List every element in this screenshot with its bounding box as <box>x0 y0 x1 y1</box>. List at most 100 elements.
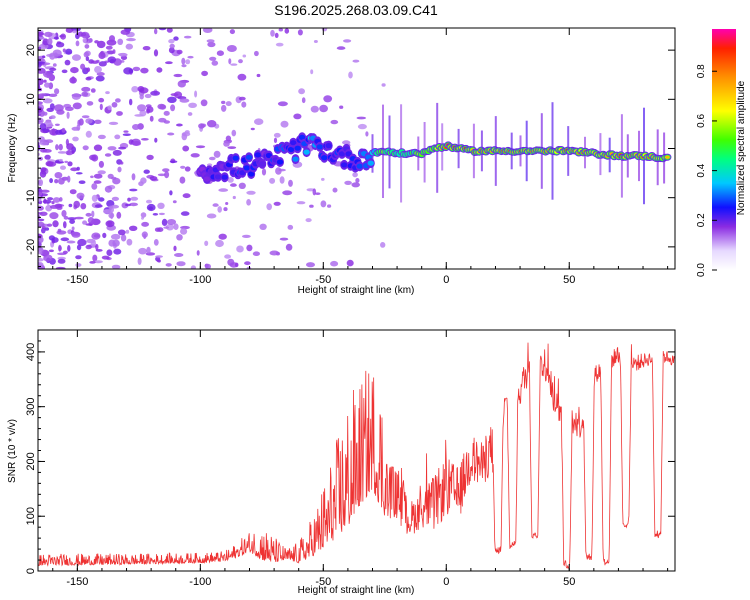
noise-blob <box>51 128 56 136</box>
noise-blob <box>96 40 106 49</box>
noise-blob <box>163 110 170 116</box>
noise-blob <box>177 80 186 88</box>
noise-blob <box>55 129 63 135</box>
noise-blob <box>141 221 150 227</box>
noise-blob <box>96 59 100 63</box>
noise-blob <box>110 204 120 209</box>
noise-blob <box>157 173 166 177</box>
snr-x-ticks: -150 -100 -50 0 50 <box>52 330 669 588</box>
y-tick-label: 200 <box>25 452 37 470</box>
noise-blob <box>225 101 232 107</box>
noise-blob <box>40 167 47 172</box>
noise-blob <box>215 239 224 248</box>
snr-x-label: Height of straight line (km) <box>298 585 415 596</box>
noise-blob <box>54 88 60 95</box>
noise-blob <box>72 102 82 110</box>
noise-blob <box>201 70 209 77</box>
noise-blob <box>200 99 208 107</box>
noise-blob <box>139 93 144 100</box>
noise-blob <box>76 192 85 199</box>
x-tick-label: 0 <box>443 576 449 588</box>
noise-blob <box>76 124 81 131</box>
noise-blob <box>38 61 42 68</box>
noise-blob <box>269 250 280 256</box>
noise-blob <box>153 239 159 246</box>
noise-blob <box>310 69 314 75</box>
noise-blob <box>38 31 45 37</box>
noise-blob <box>309 204 314 208</box>
colorbar-label: Normalized spectral amplitude <box>736 80 747 215</box>
colorbar-tick-label: 0.2 <box>696 213 707 227</box>
noise-blob <box>336 46 346 50</box>
x-tick-label: -50 <box>315 274 331 286</box>
noise-blob <box>146 199 152 204</box>
noise-blob <box>48 235 56 241</box>
noise-blob <box>167 96 177 104</box>
noise-blob <box>296 201 306 205</box>
x-tick-label: 50 <box>563 274 575 286</box>
noise-blob <box>327 204 332 208</box>
ridge-core <box>244 166 250 170</box>
noise-blob <box>49 103 55 110</box>
noise-blob <box>221 104 227 112</box>
noise-blob <box>231 129 237 137</box>
noise-blob <box>108 205 113 210</box>
noise-blob <box>169 160 178 163</box>
noise-blob <box>344 180 352 185</box>
noise-blob <box>84 44 90 49</box>
noise-blob <box>87 217 95 224</box>
noise-blob <box>112 49 116 54</box>
noise-blob <box>213 150 221 158</box>
noise-blob <box>365 131 369 137</box>
noise-blob <box>238 59 243 64</box>
noise-blob <box>38 136 45 142</box>
noise-blob <box>123 130 129 133</box>
snr-y-label: SNR (10 * v/v) <box>7 419 18 483</box>
noise-blob <box>86 67 91 72</box>
noise-blob <box>293 113 302 120</box>
noise-blob <box>52 197 61 203</box>
noise-blob <box>279 176 285 184</box>
noise-blob <box>351 182 361 188</box>
noise-blob <box>53 36 60 40</box>
noise-blob <box>114 134 121 140</box>
noise-blob <box>156 259 161 263</box>
noise-blob <box>312 188 317 196</box>
noise-blob <box>109 35 115 43</box>
noise-blob <box>227 177 234 183</box>
noise-blob <box>150 90 161 96</box>
spectrogram-ridge <box>196 132 672 184</box>
noise-blob <box>40 189 50 193</box>
noise-blob <box>131 173 136 181</box>
ridge-core <box>357 164 363 168</box>
noise-blob <box>128 68 134 74</box>
noise-blob <box>71 232 81 238</box>
noise-blob <box>120 161 124 165</box>
noise-blob <box>252 251 260 256</box>
noise-blob <box>101 255 110 260</box>
ridge-core <box>288 147 294 152</box>
noise-blob <box>125 229 130 234</box>
noise-blob <box>254 50 259 57</box>
noise-blob <box>282 190 293 196</box>
noise-blob <box>156 67 163 73</box>
noise-blob <box>170 104 176 112</box>
noise-blob <box>146 154 154 160</box>
noise-blob <box>207 41 216 48</box>
noise-blob <box>61 69 68 74</box>
noise-blob <box>218 233 227 240</box>
noise-blob <box>132 124 140 130</box>
noise-blob <box>298 88 305 95</box>
noise-blob <box>211 60 219 66</box>
ridge-core <box>295 146 301 150</box>
y-tick-label: 20 <box>25 44 37 56</box>
noise-blob <box>113 248 122 255</box>
noise-blob <box>269 177 276 184</box>
noise-blob <box>55 144 59 151</box>
noise-blob <box>91 194 98 202</box>
noise-blob <box>227 258 235 266</box>
noise-blob <box>42 55 46 58</box>
noise-blob <box>339 105 344 109</box>
noise-blob <box>198 123 205 129</box>
noise-blob <box>126 238 133 246</box>
